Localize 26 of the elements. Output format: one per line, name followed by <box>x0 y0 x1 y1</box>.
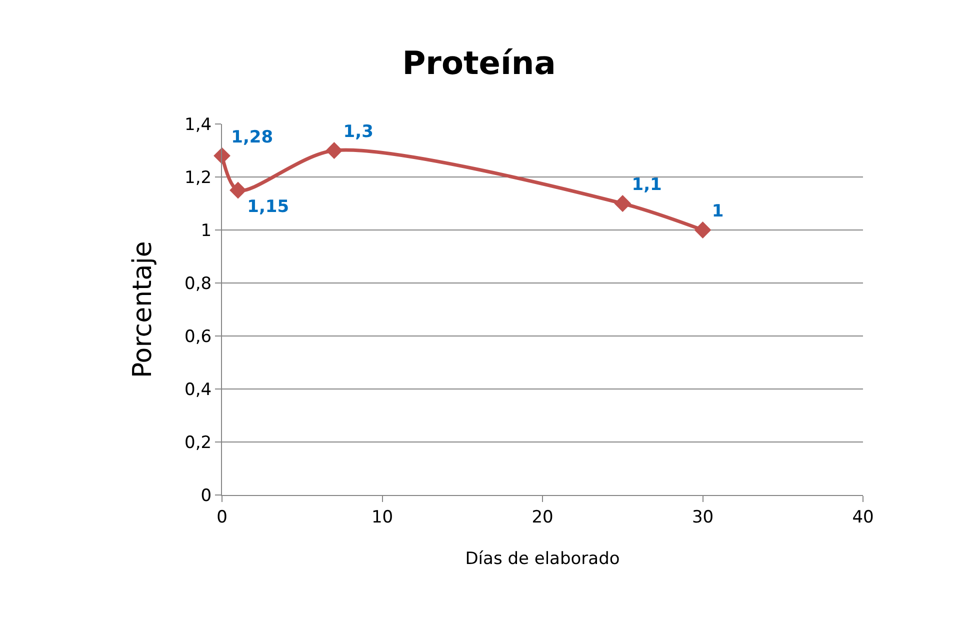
x-axis-title: Días de elaborado <box>465 548 620 569</box>
y-tick-label: 0,8 <box>184 274 212 294</box>
data-label: 1 <box>712 202 724 222</box>
point <box>230 182 246 199</box>
point <box>326 142 343 159</box>
y-tick-label: 0,4 <box>184 380 212 400</box>
chart-title: Proteína <box>402 44 556 82</box>
x-tick-label: 40 <box>852 507 874 528</box>
y-tick-label: 0,2 <box>184 432 212 453</box>
y-tick-label: 0,6 <box>184 326 212 347</box>
y-axis-title: Porcentaje <box>128 241 158 378</box>
point <box>614 195 632 212</box>
x-tick-label: 0 <box>216 507 228 528</box>
point <box>694 222 712 238</box>
x-tick-label: 30 <box>692 507 714 528</box>
x-tick-label: 10 <box>371 507 394 528</box>
data-label: 1,28 <box>231 127 274 148</box>
y-tick-label: 1,2 <box>184 168 212 188</box>
data-label: 1,3 <box>343 122 374 142</box>
x-tick-label: 20 <box>532 507 554 528</box>
y-tick-label: 1,4 <box>184 114 212 135</box>
point <box>214 147 230 164</box>
data-label: 1,1 <box>632 175 662 196</box>
y-tick-label: 0 <box>200 486 212 506</box>
y-tick-label: 1 <box>200 220 212 241</box>
data-label: 1,15 <box>247 197 290 218</box>
